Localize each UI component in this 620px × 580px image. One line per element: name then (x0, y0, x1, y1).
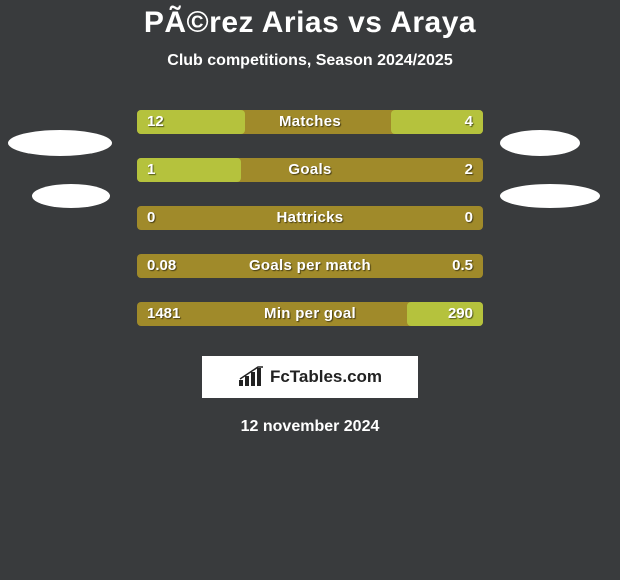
stat-value-left: 0 (147, 206, 155, 230)
stat-bar: 12Goals (137, 158, 483, 182)
brand-label: FcTables.com (270, 367, 382, 387)
bars-icon (238, 366, 266, 388)
stat-bar: 0.08 0.5Goals per match (137, 254, 483, 278)
stat-value-right: 290 (448, 302, 473, 326)
stat-row: 12Goals (0, 146, 620, 194)
stats-area: 124Matches12Goals00Hattricks0.080.5Goals… (0, 98, 620, 338)
stat-value-left: 0.08 (147, 254, 176, 278)
page-title: PÃ©rez Arias vs Araya (0, 6, 620, 40)
brand-logo: FcTables.com (202, 356, 418, 398)
stat-label: Hattricks (137, 206, 483, 230)
stat-bar: 1481290Min per goal (137, 302, 483, 326)
stat-value-left: 1481 (147, 302, 180, 326)
stat-value-right: 2 (465, 158, 473, 182)
stat-label: Goals per match (137, 254, 483, 278)
stat-row: 1481290Min per goal (0, 290, 620, 338)
stat-value-left: 12 (147, 110, 164, 134)
stat-bar: 0 0Hattricks (137, 206, 483, 230)
stat-row: 124Matches (0, 98, 620, 146)
stat-value-right: 4 (465, 110, 473, 134)
stat-bar: 124Matches (137, 110, 483, 134)
date-label: 12 november 2024 (0, 418, 620, 436)
stat-value-right: 0.5 (452, 254, 473, 278)
stat-row: 0 0Hattricks (0, 194, 620, 242)
stat-value-right: 0 (465, 206, 473, 230)
stat-row: 0.08 0.5Goals per match (0, 242, 620, 290)
subtitle: Club competitions, Season 2024/2025 (0, 52, 620, 70)
stat-value-left: 1 (147, 158, 155, 182)
